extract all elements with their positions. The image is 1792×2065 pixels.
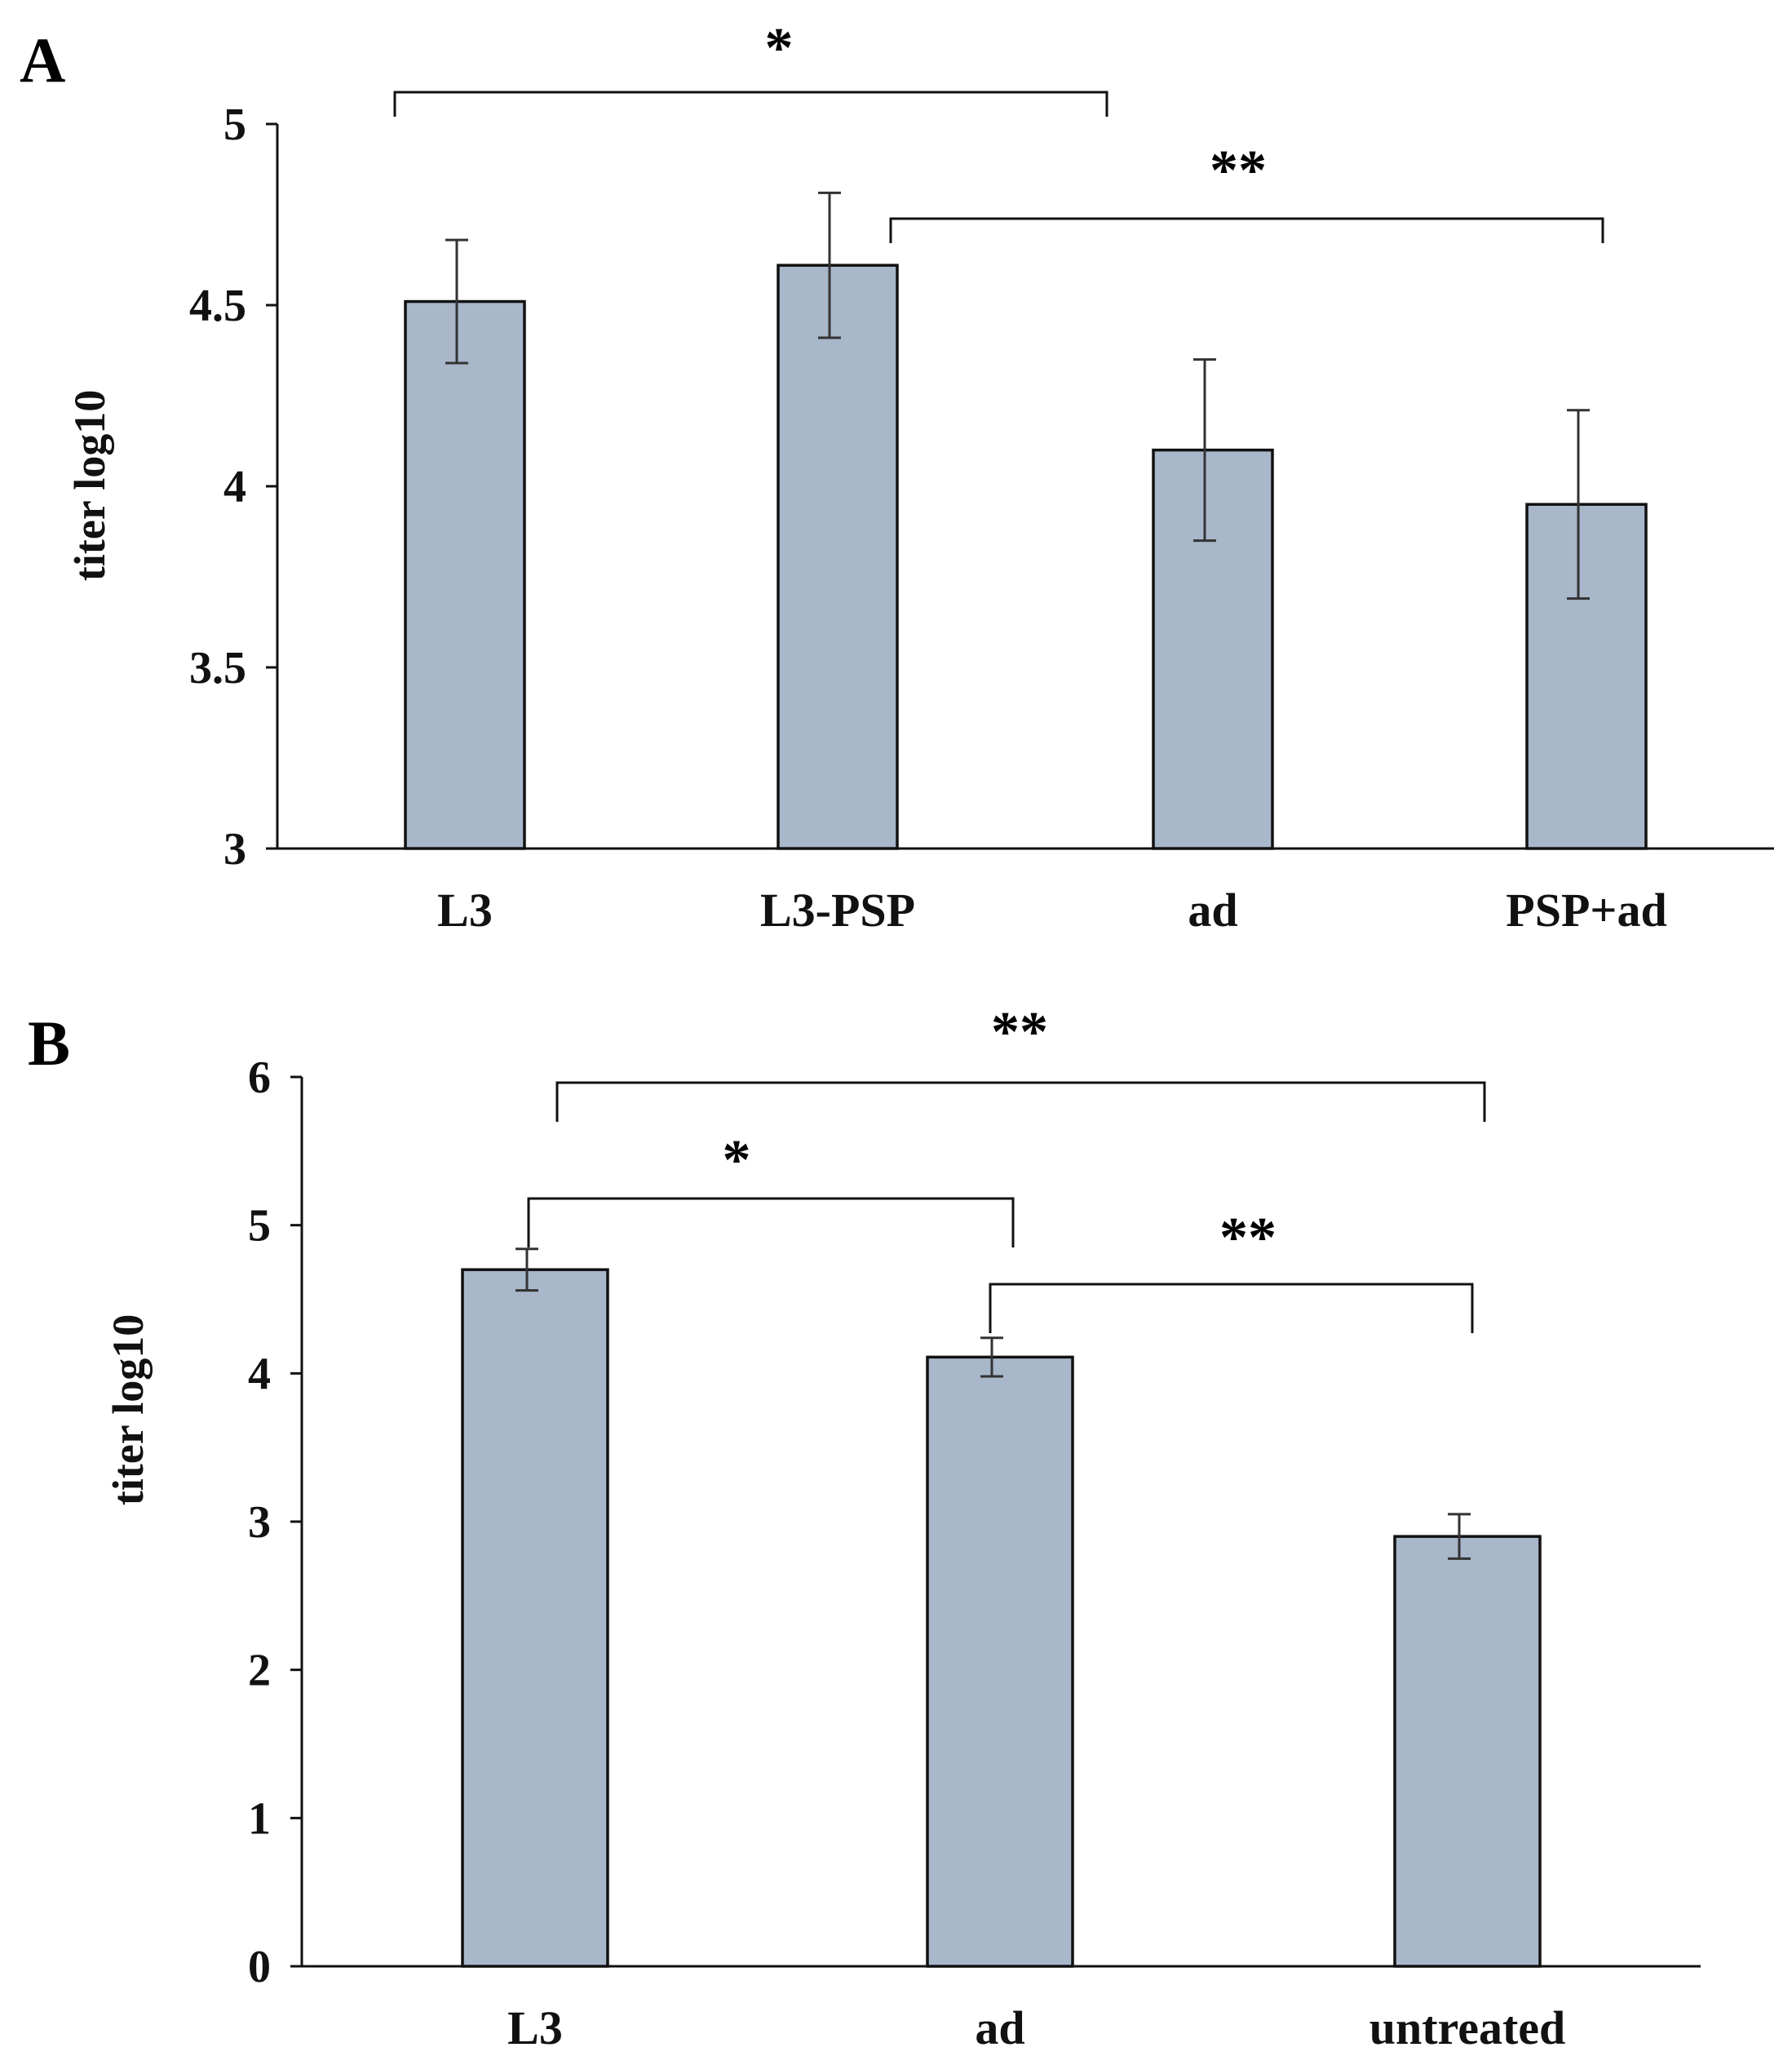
panel-b-letter: B — [28, 1008, 70, 1079]
error-bar-a-l3-psp — [818, 191, 841, 339]
error-bar-b-l3 — [515, 1247, 538, 1292]
significance-bracket-b-1 — [555, 1081, 1486, 1122]
significance-bracket-b-3 — [989, 1283, 1474, 1333]
x-tick-label-b-ad: ad — [975, 2001, 1024, 2054]
y-tick-label-a: 3 — [223, 824, 246, 875]
y-tick-label-a: 3.5 — [189, 643, 246, 694]
y-tick-label-b: 6 — [248, 1052, 271, 1103]
x-tick-label-b-untreated: untreated — [1369, 2001, 1566, 2054]
significance-label-b-2: * — [723, 1129, 751, 1192]
x-tick-label-a-psp-ad: PSP+ad — [1506, 884, 1666, 937]
y-tick-label-b: 0 — [248, 1942, 271, 1992]
bar-b-l3 — [461, 1268, 609, 1968]
y-axis-title-a: titer log10 — [65, 390, 114, 581]
bar-b-ad — [926, 1355, 1074, 1968]
error-bar-a-ad — [1193, 358, 1216, 543]
bar-a-psp-ad — [1525, 503, 1648, 850]
significance-bracket-a-1 — [393, 91, 1108, 117]
y-tick-label-a: 4 — [223, 462, 246, 512]
x-tick-label-a-l3: L3 — [437, 884, 493, 937]
panel-a-letter: A — [20, 24, 65, 95]
y-tick-label-b: 4 — [248, 1349, 271, 1399]
y-tick-label-a: 5 — [223, 100, 246, 150]
error-bar-b-ad — [980, 1336, 1003, 1378]
significance-label-a-1: * — [765, 17, 794, 80]
bar-a-ad — [1152, 448, 1274, 850]
significance-label-a-2: ** — [1210, 140, 1267, 202]
y-axis-title-b: titer log10 — [104, 1314, 153, 1505]
x-tick-label-a-ad: ad — [1188, 884, 1237, 937]
significance-bracket-a-2 — [889, 217, 1604, 243]
significance-bracket-b-2 — [527, 1197, 1015, 1247]
y-tick-label-b: 1 — [248, 1793, 271, 1844]
significance-label-b-1: ** — [991, 1001, 1048, 1064]
error-bar-a-psp-ad — [1567, 409, 1590, 600]
significance-label-b-3: ** — [1219, 1207, 1277, 1270]
y-tick-label-b: 5 — [248, 1201, 271, 1252]
y-tick-label-b: 3 — [248, 1497, 271, 1548]
bar-a-l3 — [404, 299, 526, 850]
error-bar-b-untreated — [1448, 1513, 1471, 1560]
bar-b-untreated — [1393, 1535, 1542, 1968]
error-bar-a-l3 — [445, 238, 468, 365]
x-tick-label-a-l3-psp: L3-PSP — [760, 884, 915, 937]
y-tick-label-a: 4.5 — [189, 281, 246, 331]
x-tick-label-b-l3: L3 — [507, 2001, 563, 2054]
y-tick-label-b: 2 — [248, 1646, 271, 1696]
bar-a-l3-psp — [777, 264, 899, 850]
